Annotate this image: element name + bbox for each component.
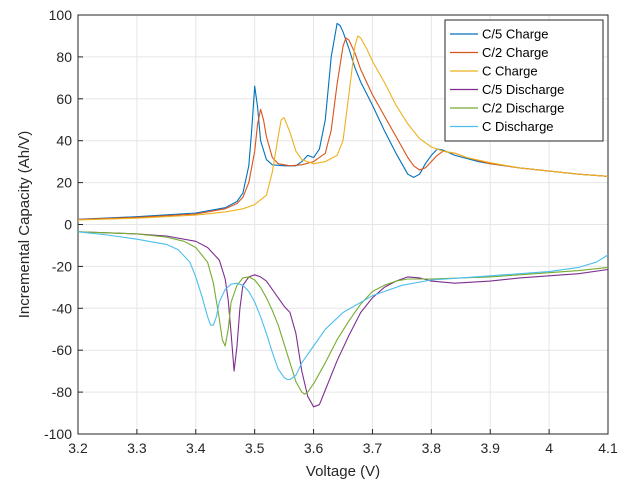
- y-tick-label: 60: [56, 91, 72, 107]
- y-tick-label: 0: [64, 217, 72, 233]
- x-tick-label: 3.4: [186, 440, 206, 456]
- y-tick-label: 100: [49, 7, 73, 23]
- y-axis-title: Incremental Capacity (Ah/V): [16, 131, 33, 319]
- x-axis-title: Voltage (V): [306, 463, 380, 480]
- legend: C/5 Charge C/2 Charge C Charge C/5 Discharg…: [444, 19, 604, 142]
- legend-label: C/5 Discharge: [482, 82, 564, 97]
- x-tick-label: 3.7: [363, 440, 383, 456]
- series-line-2: [77, 35, 609, 221]
- legend-label: C Charge: [482, 64, 538, 79]
- legend-label: C/2 Charge: [482, 45, 548, 60]
- y-tick-label: -80: [52, 384, 72, 400]
- series-line-4: [77, 231, 609, 395]
- legend-box: [444, 19, 604, 142]
- series-lines: [77, 22, 609, 408]
- series-line-3: [77, 231, 609, 408]
- y-tick-label: -100: [44, 426, 72, 442]
- series-line-5: [77, 231, 609, 381]
- legend-label: C/5 Charge: [482, 27, 548, 42]
- legend-label: C Discharge: [482, 119, 554, 134]
- y-tick-label: -40: [52, 300, 72, 316]
- x-tick-label: 3.9: [480, 440, 500, 456]
- y-tick-label: 80: [56, 49, 72, 65]
- y-tick-label: -20: [52, 258, 72, 274]
- y-tick-label: 40: [56, 133, 72, 149]
- axis-ticks: 3.2 3.3 3.4 3.5 3.6 3.7 3.8 3.9 4 4.1 -100 -80 -60 -4…: [44, 7, 618, 456]
- y-tick-label: 20: [56, 175, 72, 191]
- x-tick-label: 3.6: [304, 440, 324, 456]
- x-tick-label: 4: [545, 440, 553, 456]
- x-tick-label: 3.8: [422, 440, 442, 456]
- x-tick-label: 3.2: [68, 440, 88, 456]
- x-tick-label: 3.3: [127, 440, 147, 456]
- series-line-0: [77, 22, 609, 220]
- x-tick-label: 3.5: [245, 440, 265, 456]
- legend-label: C/2 Discharge: [482, 101, 564, 116]
- y-tick-label: -60: [52, 342, 72, 358]
- x-tick-label: 4.1: [598, 440, 618, 456]
